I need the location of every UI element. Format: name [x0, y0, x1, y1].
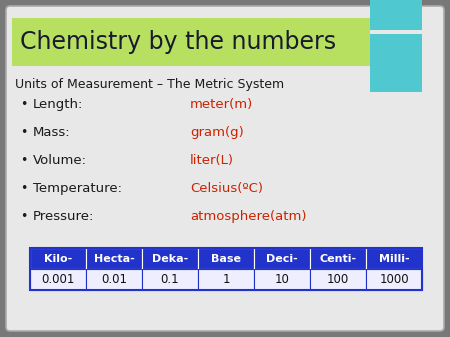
Bar — [86, 269, 142, 290]
Text: •: • — [20, 126, 27, 139]
Bar — [12, 18, 370, 66]
Bar — [310, 248, 366, 269]
Text: 0.1: 0.1 — [161, 273, 179, 286]
Text: Centi-: Centi- — [320, 253, 356, 264]
Bar — [310, 269, 366, 290]
Bar — [30, 248, 86, 269]
Text: 0.01: 0.01 — [101, 273, 127, 286]
Bar — [254, 248, 310, 269]
Text: gram(g): gram(g) — [190, 126, 244, 139]
Text: Kilo-: Kilo- — [44, 253, 72, 264]
Text: Base: Base — [211, 253, 241, 264]
Bar — [86, 248, 142, 269]
Bar — [30, 269, 86, 290]
Bar — [142, 269, 198, 290]
Text: Length:: Length: — [33, 98, 83, 111]
Text: 10: 10 — [274, 273, 289, 286]
Bar — [366, 269, 422, 290]
Bar — [370, 34, 422, 92]
Text: Temperature:: Temperature: — [33, 182, 122, 195]
FancyBboxPatch shape — [6, 6, 444, 331]
Text: •: • — [20, 182, 27, 195]
Bar — [198, 269, 254, 290]
Bar — [254, 269, 310, 290]
Text: 100: 100 — [327, 273, 349, 286]
Bar — [142, 248, 198, 269]
Text: Pressure:: Pressure: — [33, 210, 94, 223]
Text: atmosphere(atm): atmosphere(atm) — [190, 210, 306, 223]
Text: Deka-: Deka- — [152, 253, 188, 264]
Text: Chemistry by the numbers: Chemistry by the numbers — [20, 30, 336, 54]
Bar — [30, 248, 422, 290]
Text: Hecta-: Hecta- — [94, 253, 135, 264]
Text: 1: 1 — [222, 273, 230, 286]
Text: Units of Measurement – The Metric System: Units of Measurement – The Metric System — [15, 78, 284, 91]
Text: •: • — [20, 154, 27, 167]
Text: •: • — [20, 210, 27, 223]
Text: Milli-: Milli- — [379, 253, 410, 264]
Bar — [370, 0, 422, 30]
Text: Volume:: Volume: — [33, 154, 87, 167]
Text: 0.001: 0.001 — [41, 273, 75, 286]
Text: liter(L): liter(L) — [190, 154, 234, 167]
Text: Celsius(ºC): Celsius(ºC) — [190, 182, 263, 195]
Text: Mass:: Mass: — [33, 126, 71, 139]
Text: 1000: 1000 — [379, 273, 409, 286]
Text: meter(m): meter(m) — [190, 98, 253, 111]
Bar — [198, 248, 254, 269]
Text: Deci-: Deci- — [266, 253, 298, 264]
Bar — [366, 248, 422, 269]
Text: •: • — [20, 98, 27, 111]
